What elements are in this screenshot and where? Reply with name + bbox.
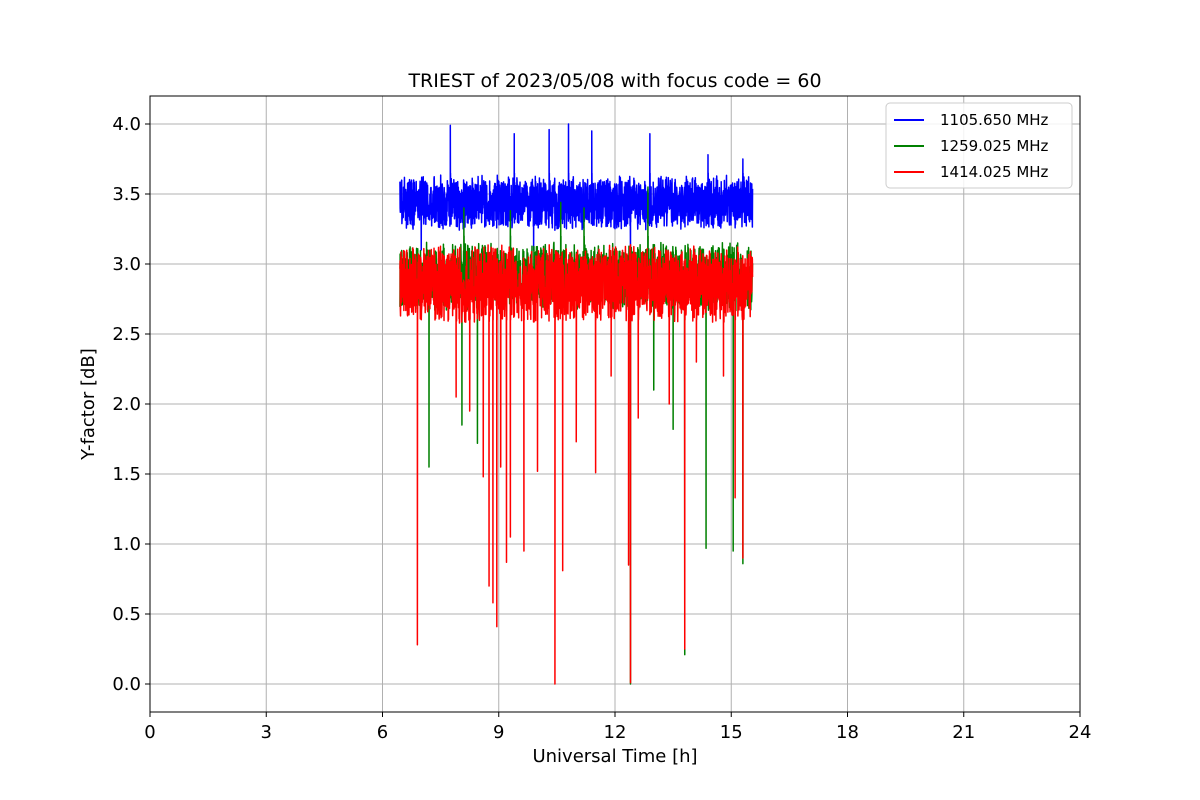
x-tick-label: 15 (720, 722, 743, 743)
x-tick-label: 3 (261, 722, 272, 743)
axis-ticks: 0 3 6 9 12 15 18 21 24 0.0 0.5 1.0 1.5 2.0 2.5 3.0 3.5 4.… (112, 114, 1091, 743)
legend: 1105.650 MHz 1259.025 MHz 1414.025 MHz (885, 102, 1073, 189)
series-line (399, 123, 754, 265)
y-tick-label: 2.5 (112, 324, 141, 345)
y-tick-label: 1.5 (112, 464, 141, 485)
x-tick-label: 24 (1069, 722, 1092, 743)
x-tick-label: 9 (493, 722, 504, 743)
y-tick-label: 0.5 (112, 604, 141, 625)
x-tick-label: 0 (144, 722, 155, 743)
chart-title: TRIEST of 2023/05/08 with focus code = 6… (407, 70, 821, 92)
y-tick-label: 3.5 (112, 184, 141, 205)
y-tick-label: 2.0 (112, 394, 141, 415)
legend-entry: 1414.025 MHz (940, 163, 1049, 181)
x-tick-label: 21 (952, 722, 975, 743)
series-lines (399, 123, 754, 685)
y-tick-label: 1.0 (112, 534, 141, 555)
legend-entry: 1259.025 MHz (940, 137, 1049, 155)
x-tick-label: 18 (836, 722, 859, 743)
legend-box (885, 102, 1073, 189)
x-axis-label: Universal Time [h] (532, 746, 697, 767)
y-tick-label: 4.0 (112, 114, 141, 135)
x-tick-label: 12 (604, 722, 627, 743)
series-line (399, 244, 754, 685)
y-tick-label: 3.0 (112, 254, 141, 275)
y-tick-label: 0.0 (112, 674, 141, 695)
legend-entry: 1105.650 MHz (940, 111, 1049, 129)
x-tick-label: 6 (377, 722, 388, 743)
y-axis-label: Y-factor [dB] (78, 348, 99, 461)
